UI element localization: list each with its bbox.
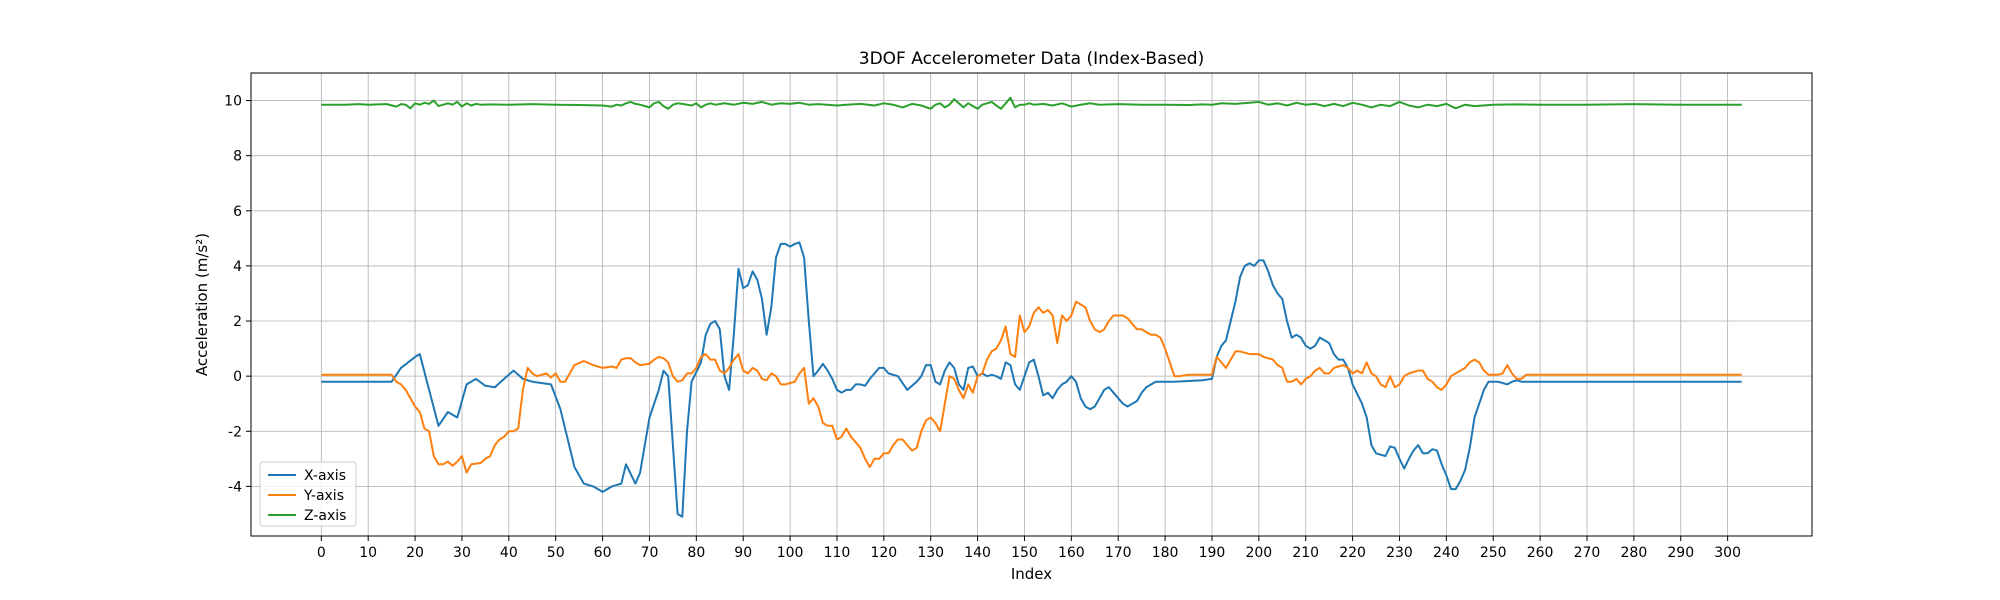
x-tick-label: 210: [1292, 545, 1319, 561]
legend-box: [259, 461, 357, 527]
x-tick-label: 20: [406, 545, 424, 561]
x-tick-label: 90: [734, 545, 752, 561]
x-axis: 0 10 20 30 40 50 60 70 80 90 100 110 120 130 140 150 160…: [317, 536, 1741, 561]
x-tick-label: 40: [500, 545, 518, 561]
y-tick-label: 6: [233, 204, 242, 220]
x-tick-label: 260: [1527, 545, 1554, 561]
series-lines: [321, 96, 1742, 518]
y-tick-label: 2: [233, 314, 242, 330]
series-line-x-axis: [321, 241, 1742, 518]
x-tick-label: 70: [641, 545, 659, 561]
series-line-z-axis: [321, 96, 1742, 110]
series-line-y-axis: [321, 300, 1742, 474]
x-tick-label: 130: [917, 545, 944, 561]
x-tick-label: 270: [1574, 545, 1601, 561]
y-tick-label: 8: [233, 149, 242, 165]
chart-title: 3DOF Accelerometer Data (Index-Based): [859, 49, 1204, 69]
y-axis: -4 -2 0 2 4 6 8 10: [224, 94, 251, 495]
y-tick-label: 0: [233, 369, 242, 385]
legend: X-axis Y-axis Z-axis: [259, 461, 357, 527]
x-tick-label: 110: [824, 545, 851, 561]
x-tick-label: 300: [1714, 545, 1741, 561]
x-tick-label: 190: [1199, 545, 1226, 561]
x-tick-label: 240: [1433, 545, 1460, 561]
x-tick-label: 230: [1386, 545, 1413, 561]
plot-frame: [250, 72, 1813, 537]
y-tick-label: -4: [228, 479, 242, 495]
x-tick-label: 170: [1105, 545, 1132, 561]
x-tick-label: 10: [359, 545, 377, 561]
x-tick-label: 160: [1058, 545, 1085, 561]
y-axis-title: Acceleration (m/s²): [193, 233, 211, 376]
x-tick-label: 180: [1152, 545, 1179, 561]
y-tick-label: 4: [233, 259, 242, 275]
x-tick-label: 60: [594, 545, 612, 561]
grid: [251, 73, 1812, 536]
x-tick-label: 0: [317, 545, 326, 561]
x-tick-label: 120: [870, 545, 897, 561]
x-axis-title: Index: [1011, 565, 1052, 583]
x-tick-label: 80: [687, 545, 705, 561]
x-tick-label: 280: [1621, 545, 1648, 561]
x-tick-label: 50: [547, 545, 565, 561]
y-tick-label: 10: [224, 94, 242, 110]
x-tick-label: 220: [1339, 545, 1366, 561]
x-tick-label: 250: [1480, 545, 1507, 561]
y-tick-label: -2: [228, 424, 242, 440]
x-tick-label: 100: [777, 545, 804, 561]
legend-label-x-axis: X-axis: [304, 468, 346, 484]
legend-label-y-axis: Y-axis: [303, 488, 344, 504]
x-tick-label: 150: [1011, 545, 1038, 561]
x-tick-label: 140: [964, 545, 991, 561]
x-tick-label: 200: [1245, 545, 1272, 561]
x-tick-label: 30: [453, 545, 471, 561]
x-tick-label: 290: [1667, 545, 1694, 561]
legend-label-z-axis: Z-axis: [304, 508, 346, 524]
